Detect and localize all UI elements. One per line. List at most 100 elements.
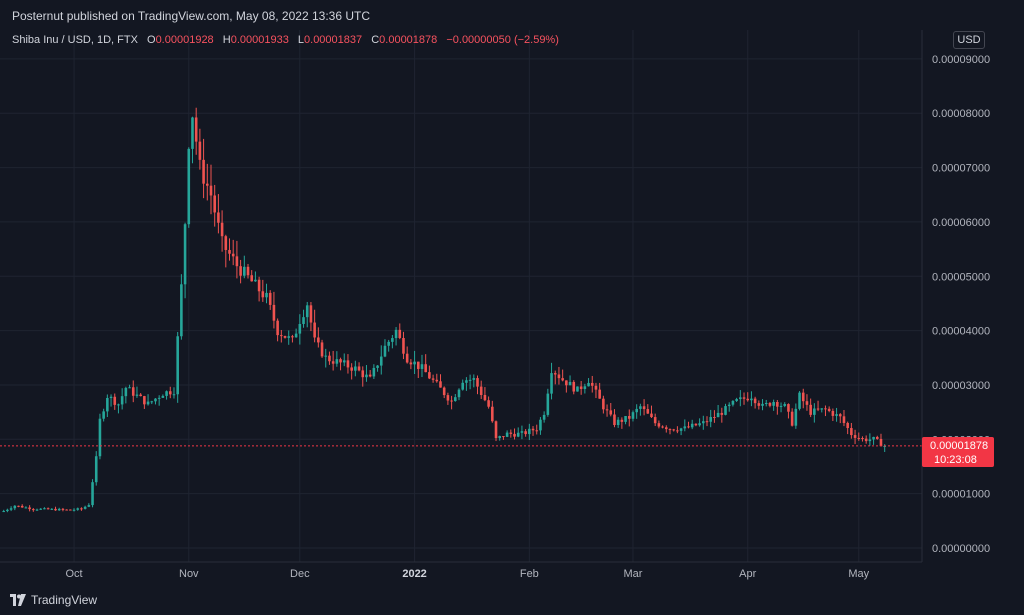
candle xyxy=(846,421,849,435)
candle xyxy=(65,509,68,511)
time-axis: Oct Nov Dec 2022 Feb Mar Apr May xyxy=(65,568,869,580)
candle xyxy=(883,444,886,452)
candle xyxy=(272,291,276,329)
candle xyxy=(450,395,453,410)
candle xyxy=(761,399,764,411)
candle xyxy=(568,375,572,386)
candle xyxy=(783,402,787,408)
candle xyxy=(146,394,150,406)
close-value: 0.00001878 xyxy=(379,34,438,46)
candle xyxy=(824,405,827,417)
currency-button[interactable]: USD xyxy=(953,31,985,49)
candle xyxy=(328,351,331,365)
last-price-value: 0.00001878 xyxy=(930,440,989,452)
candle xyxy=(28,505,31,512)
candle xyxy=(416,361,420,379)
candlestick-chart[interactable]: 0.00009000 0.00008000 0.00007000 0.00006000… xyxy=(0,0,1024,590)
candle xyxy=(280,329,283,343)
candle xyxy=(787,403,790,419)
candle xyxy=(487,396,490,409)
candle xyxy=(609,402,613,417)
candle xyxy=(635,404,638,419)
candle xyxy=(180,274,183,340)
candle xyxy=(35,508,39,511)
candle xyxy=(661,425,664,429)
candle xyxy=(209,164,213,215)
candle xyxy=(483,387,487,402)
price-tick-label: 0.00000000 xyxy=(932,543,990,555)
candle xyxy=(157,395,161,406)
candle xyxy=(572,380,576,395)
symbol-label: Shiba Inu / USD, 1D, FTX xyxy=(12,34,138,46)
candle xyxy=(820,408,824,413)
candle xyxy=(513,428,516,440)
open-label: O xyxy=(147,34,156,46)
candle xyxy=(80,507,83,511)
candle xyxy=(268,290,272,310)
candle xyxy=(176,331,179,403)
candle xyxy=(283,335,287,339)
candle xyxy=(250,270,254,282)
candle xyxy=(294,328,298,338)
candle xyxy=(768,401,772,408)
candle xyxy=(428,365,431,380)
candle xyxy=(557,366,561,385)
time-tick-label: Nov xyxy=(179,568,199,580)
candle xyxy=(94,451,98,486)
candle xyxy=(387,339,390,352)
candle xyxy=(731,400,735,407)
candle xyxy=(61,507,65,512)
candle xyxy=(757,400,761,410)
candle xyxy=(72,508,76,512)
close-label: C xyxy=(371,34,380,46)
candle xyxy=(457,388,461,401)
candle xyxy=(168,386,172,399)
candle xyxy=(265,283,268,304)
candle xyxy=(6,508,9,513)
brand[interactable]: TradingView xyxy=(10,593,97,607)
candle xyxy=(76,507,80,511)
candle xyxy=(850,422,853,439)
low-label: L xyxy=(297,34,305,46)
candle xyxy=(217,194,220,234)
candle xyxy=(465,377,468,391)
candle xyxy=(553,370,557,385)
candle xyxy=(713,410,716,423)
time-tick-label: Mar xyxy=(623,568,642,580)
open-value: 0.00001928 xyxy=(155,34,214,46)
candle xyxy=(302,309,305,328)
price-axis: 0.00009000 0.00008000 0.00007000 0.00006000… xyxy=(932,54,990,555)
candle xyxy=(106,394,109,418)
candle xyxy=(879,433,883,447)
price-tick-label: 0.00007000 xyxy=(932,163,990,175)
candle xyxy=(346,354,350,374)
candle xyxy=(683,419,687,432)
candle xyxy=(335,351,339,367)
candle xyxy=(702,415,705,430)
candle xyxy=(494,420,498,442)
last-price-tag: 0.00001878 10:23:08 xyxy=(922,437,994,467)
price-tick-label: 0.00008000 xyxy=(932,108,990,120)
candle xyxy=(231,239,235,266)
candle xyxy=(505,430,509,438)
candle xyxy=(739,390,742,407)
candle xyxy=(342,353,346,367)
candle xyxy=(772,399,775,411)
candle xyxy=(520,425,524,440)
candle xyxy=(350,363,353,380)
price-tick-label: 0.00004000 xyxy=(932,326,990,338)
candle xyxy=(531,426,535,436)
candle xyxy=(143,395,146,409)
brand-name: TradingView xyxy=(31,593,98,607)
candle xyxy=(698,418,701,427)
candle xyxy=(298,314,302,345)
time-tick-label: Feb xyxy=(520,568,539,580)
candle xyxy=(254,271,257,282)
candle xyxy=(102,408,105,422)
candle xyxy=(213,184,216,227)
candles-layer xyxy=(2,107,886,513)
candle xyxy=(446,392,450,405)
candle xyxy=(724,403,727,416)
candle xyxy=(83,505,87,510)
low-value: 0.00001837 xyxy=(304,34,363,46)
